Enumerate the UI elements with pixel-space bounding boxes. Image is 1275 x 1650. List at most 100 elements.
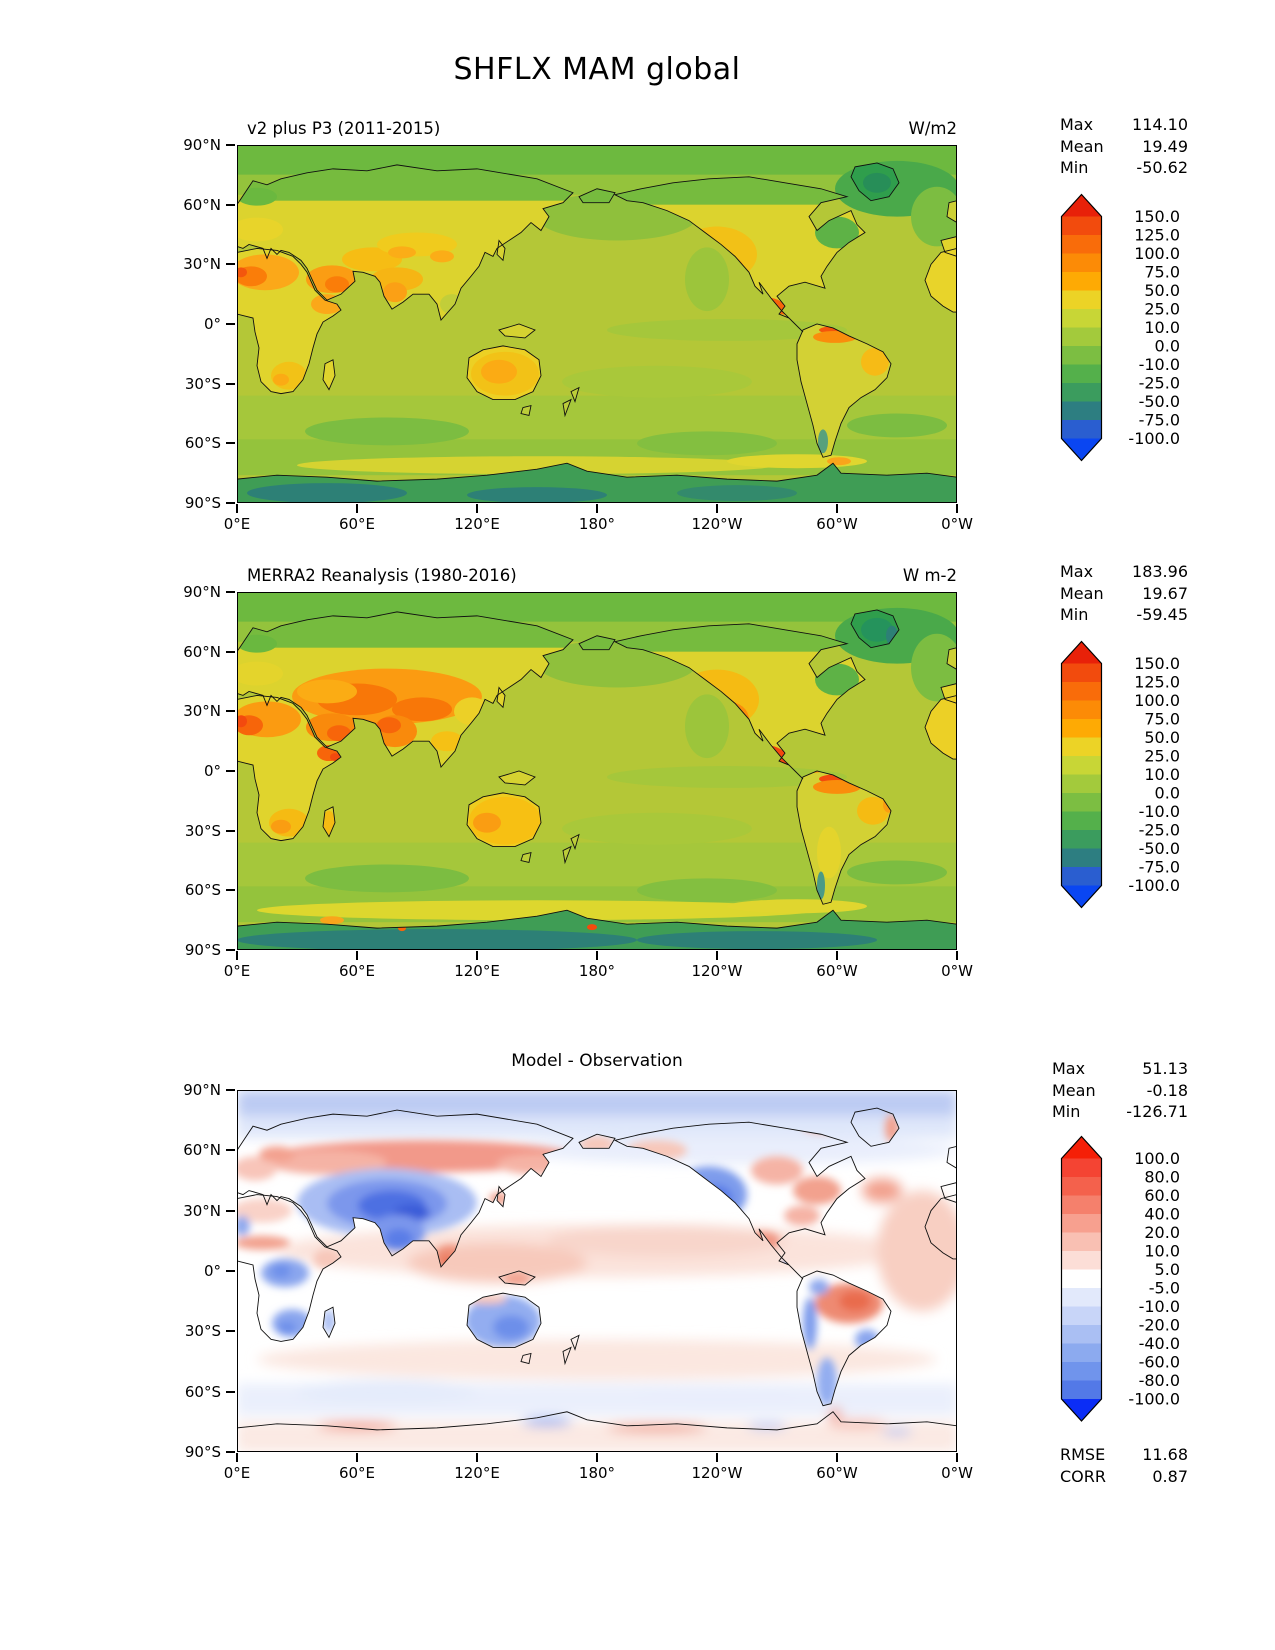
x-tick-label: 120°E: [454, 515, 500, 533]
colorbar-tick-label: 75.0: [1144, 263, 1180, 282]
colorbar-segment: [1061, 793, 1102, 812]
x-tick-mark: [836, 504, 838, 513]
x-tick-label: 120°W: [691, 515, 743, 533]
x-tick-label: 180°: [578, 1464, 616, 1482]
x-tick-mark: [596, 504, 598, 513]
colorbar-segment: [1061, 253, 1102, 273]
x-tick-mark: [476, 1453, 478, 1462]
colorbar-segment: [1061, 700, 1102, 720]
rmse-corr-block: RMSE 11.68 CORR 0.87: [1060, 1444, 1188, 1488]
colorbar-arrow-top: [1061, 1136, 1102, 1159]
y-tick-mark: [226, 650, 235, 653]
y-tick-mark: [226, 949, 235, 951]
colorbar-segment: [1061, 774, 1102, 794]
map-plot-model: 90°N 60°N 30°N 0° 30°S 60°S 90°S 0°E 60°E 120°E 1…: [183, 136, 973, 533]
colorbar-segment: [1061, 811, 1102, 831]
x-tick-label: 0°E: [223, 515, 251, 533]
x-tick-label: 0°E: [223, 962, 251, 980]
x-tick-mark: [476, 504, 478, 513]
stat-row: Mean 19.49: [1060, 136, 1188, 158]
stat-value: 183.96: [1132, 562, 1188, 581]
map-plot-observation: 90°N 60°N 30°N 0° 30°S 60°S 90°S 0°E 60°E 120°E 1…: [183, 583, 973, 980]
x-tick-mark: [956, 1453, 958, 1462]
colorbar-segment: [1061, 1251, 1102, 1270]
x-tick-mark: [836, 951, 838, 960]
x-tick-label: 0°E: [223, 1464, 251, 1482]
colorbar-tick-label: 100.0: [1134, 691, 1180, 710]
colorbar-tick-label: 10.0: [1144, 1242, 1180, 1261]
y-tick-label: 90°S: [184, 494, 221, 512]
colorbar-tick-label: -50.0: [1139, 839, 1180, 858]
colorbar-tick-label: -60.0: [1139, 1353, 1180, 1372]
colorbar-tick-label: 60.0: [1144, 1186, 1180, 1205]
stat-value: 51.13: [1142, 1059, 1188, 1078]
x-tick-mark: [236, 951, 238, 960]
colorbar-segment: [1061, 1177, 1102, 1196]
stat-row: Max 51.13: [1052, 1058, 1188, 1080]
colorbar-tick-label: 100.0: [1134, 1149, 1180, 1168]
y-tick-label: 0°: [203, 1262, 221, 1280]
y-tick-mark: [226, 1270, 235, 1272]
colorbar-tick-label: -25.0: [1139, 374, 1180, 393]
y-tick-mark: [226, 263, 235, 266]
stat-row: Mean 19.67: [1060, 583, 1188, 605]
colorbar-segment: [1061, 1288, 1102, 1307]
colorbar-tick-label: 125.0: [1134, 673, 1180, 692]
y-tick-label: 60°N: [183, 642, 221, 661]
colorbar-tick-label: -40.0: [1139, 1334, 1180, 1353]
stat-row: Min -126.71: [1052, 1101, 1188, 1123]
stat-value: 114.10: [1132, 115, 1188, 134]
stat-label: RMSE: [1060, 1445, 1106, 1464]
x-axis: 0°E 60°E 120°E 180° 120°W 60°W 0°W: [224, 503, 973, 539]
colorbar-tick-label: 25.0: [1144, 300, 1180, 319]
colorbar-tick-label: -5.0: [1149, 1279, 1180, 1298]
x-tick-label: 60°E: [338, 962, 376, 980]
colorbar-tick-label: -50.0: [1139, 392, 1180, 411]
difference-map: [237, 1090, 957, 1452]
x-tick-label: 60°W: [816, 515, 858, 533]
stat-label: CORR: [1060, 1467, 1106, 1486]
colorbar-segment: [1061, 756, 1102, 775]
colorbar-tick-label: 40.0: [1144, 1205, 1180, 1224]
y-tick-label: 0°: [203, 762, 221, 780]
stats-block: Max 183.96 Mean 19.67 Min -59.45: [1060, 561, 1188, 626]
colorbar-tick-label: 10.0: [1144, 765, 1180, 784]
colorbar-tick-label: 75.0: [1144, 710, 1180, 729]
colorbar: 150.0125.0100.075.050.025.010.00.0-10.0-…: [1060, 640, 1180, 909]
y-tick-label: 30°S: [184, 821, 221, 840]
stat-label: Max: [1060, 115, 1094, 134]
y-tick-mark: [226, 502, 235, 504]
colorbar-tick-label: -10.0: [1139, 802, 1180, 821]
x-tick-label: 120°E: [454, 1464, 500, 1482]
colorbar-arrow-bottom: [1061, 885, 1102, 908]
panel-title: Model - Observation: [511, 1051, 683, 1071]
stats-block: Max 114.10 Mean 19.49 Min -50.62: [1060, 114, 1188, 179]
colorbar-tick-label: 50.0: [1144, 728, 1180, 747]
stat-label: Min: [1060, 605, 1089, 624]
colorbar-segment: [1061, 364, 1102, 384]
stat-label: Min: [1060, 158, 1089, 177]
x-tick-label: 60°E: [338, 515, 376, 533]
colorbar-tick-label: 0.0: [1155, 337, 1180, 356]
colorbar-segment: [1061, 346, 1102, 365]
colorbar-segment: [1061, 663, 1102, 683]
stat-row: Max 183.96: [1060, 561, 1188, 583]
x-tick-label: 180°: [578, 962, 616, 980]
y-tick-mark: [226, 203, 235, 206]
stat-label: Min: [1052, 1102, 1081, 1121]
y-tick-label: 90°S: [184, 941, 221, 959]
y-tick-mark: [226, 591, 235, 593]
x-tick-mark: [236, 1453, 238, 1462]
x-tick-label: 0°W: [941, 515, 973, 533]
x-tick-mark: [356, 504, 358, 513]
y-tick-label: 60°S: [184, 434, 221, 453]
stat-value: 0.87: [1152, 1467, 1188, 1486]
colorbar-segment: [1061, 216, 1102, 236]
colorbar-tick-label: 0.0: [1155, 784, 1180, 803]
stat-label: Mean: [1060, 583, 1104, 603]
x-tick-mark: [596, 951, 598, 960]
stat-value: 11.68: [1142, 1445, 1188, 1464]
stat-label: Mean: [1052, 1080, 1096, 1100]
colorbar-segment: [1061, 1158, 1102, 1178]
